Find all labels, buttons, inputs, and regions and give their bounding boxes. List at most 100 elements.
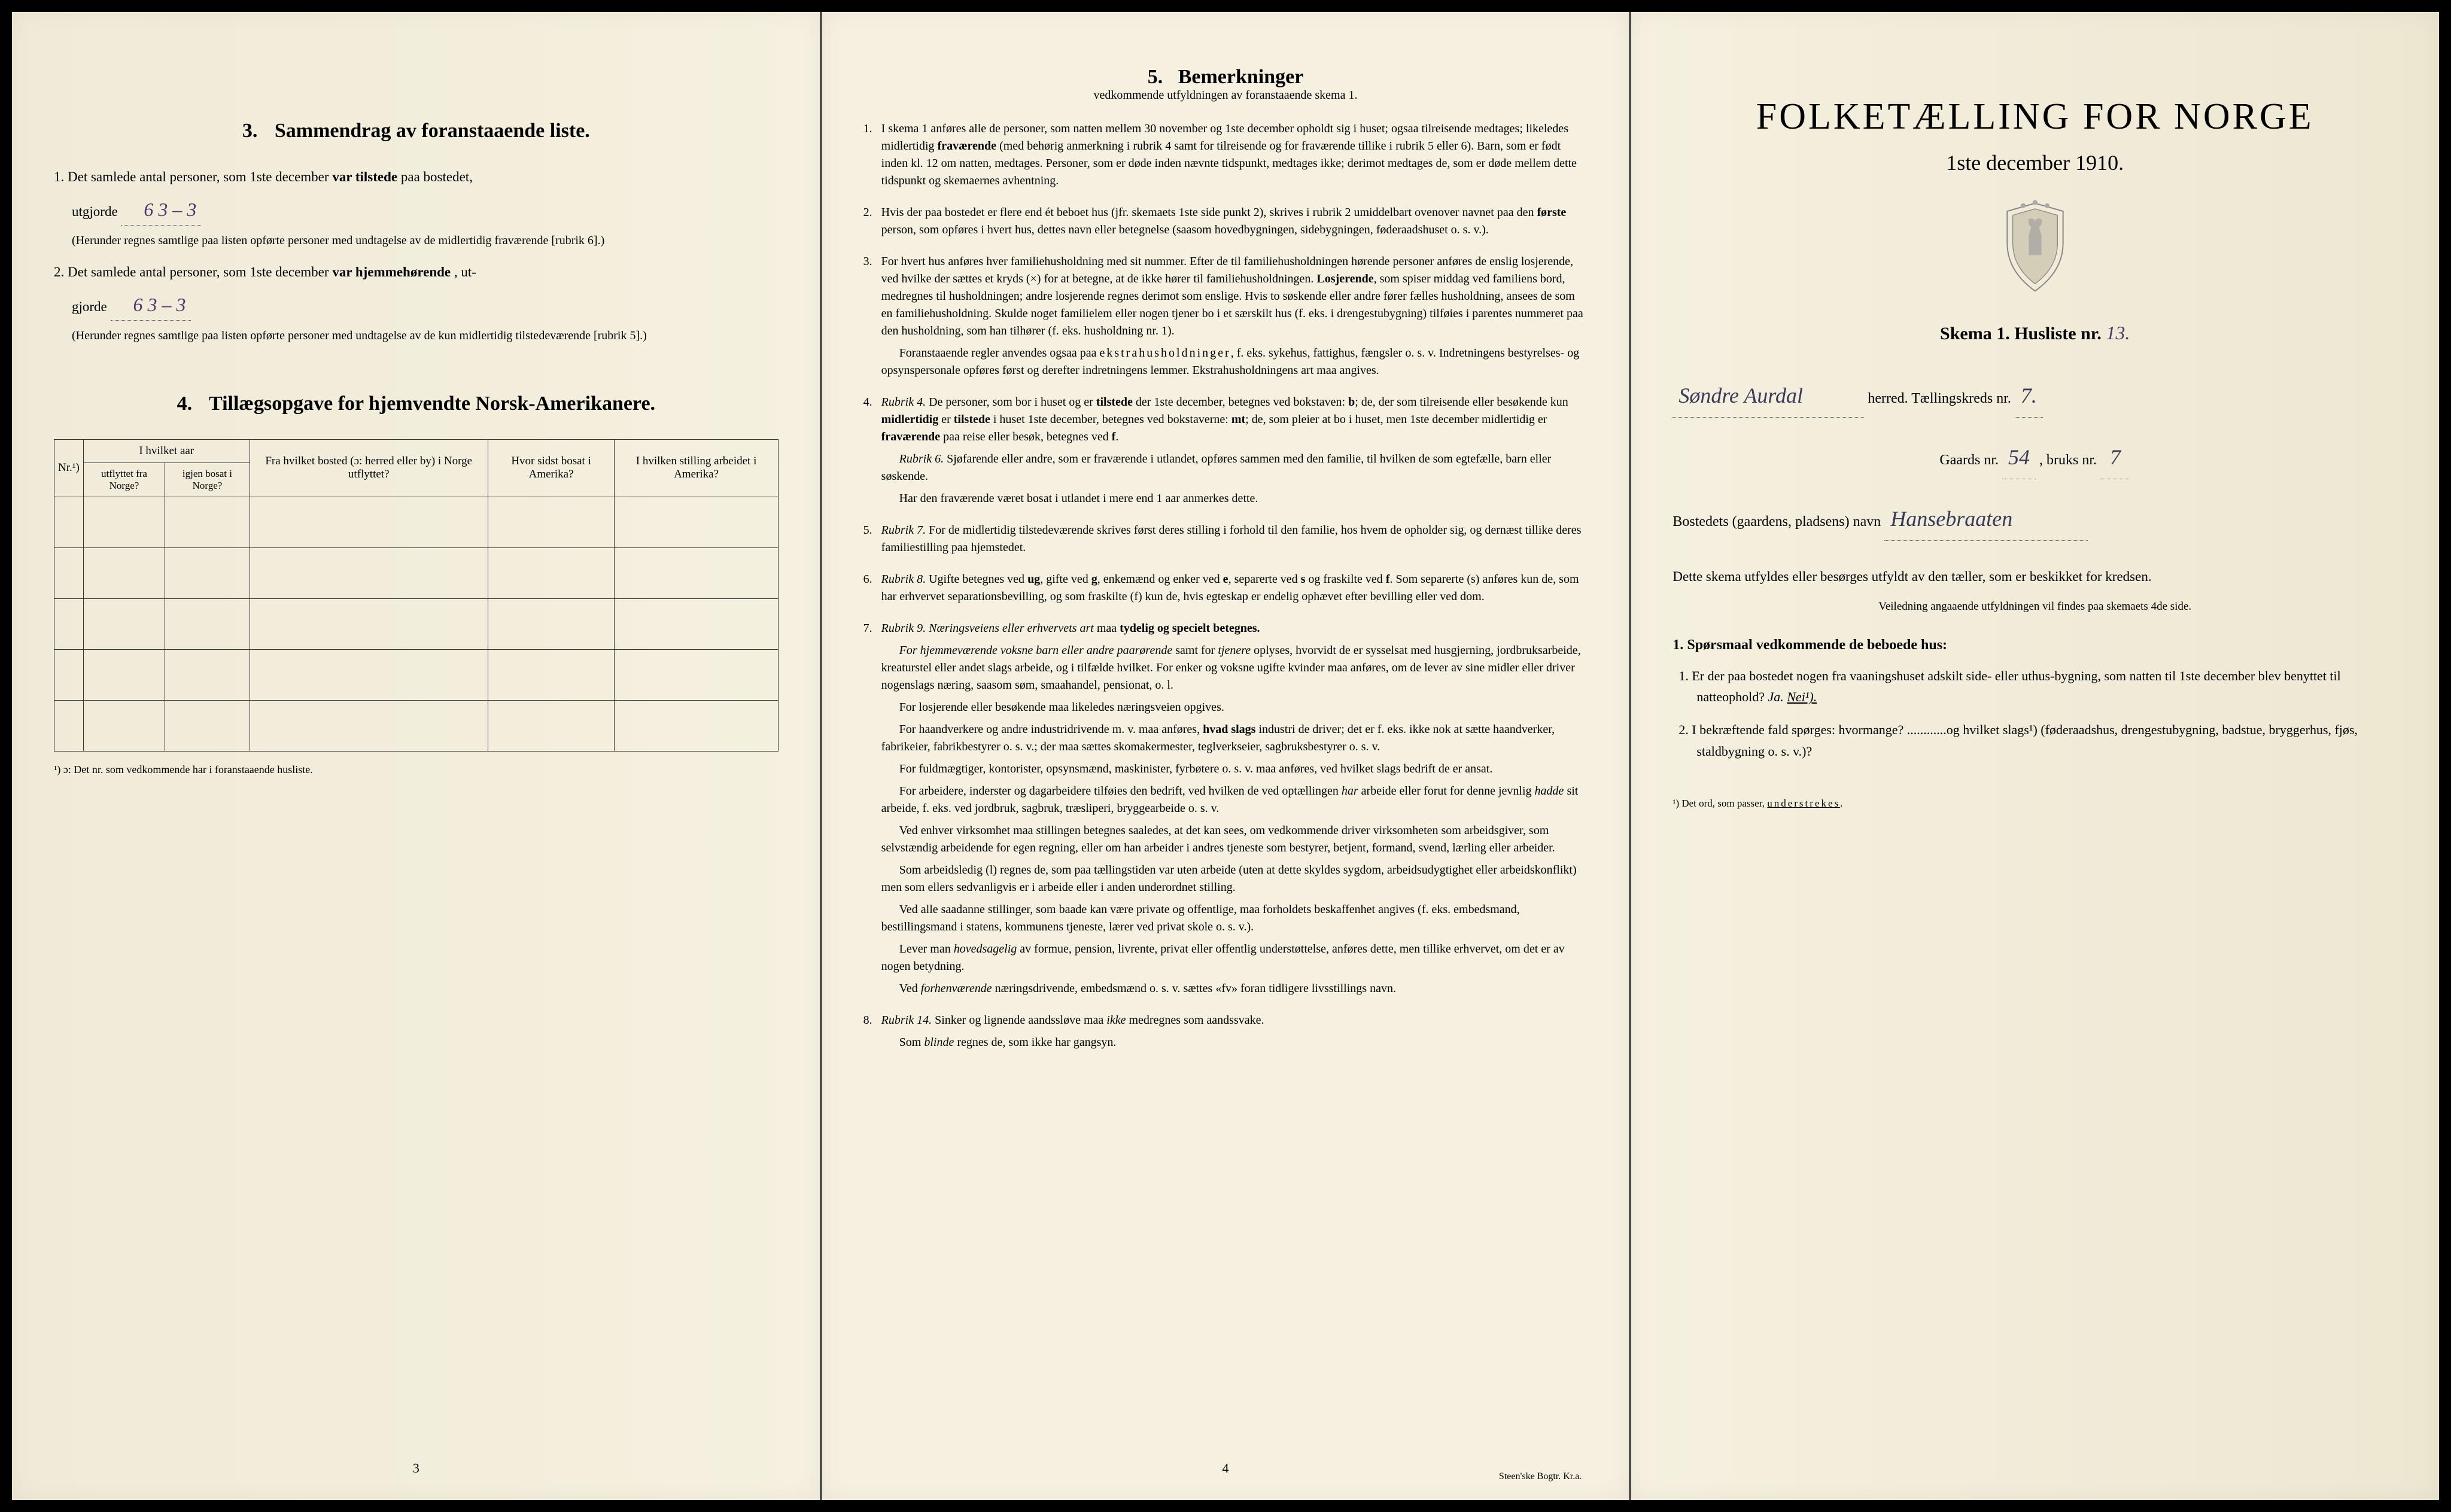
table-row: [54, 649, 779, 700]
section3-text: Sammendrag av foranstaaende liste.: [275, 120, 590, 142]
skema-line: Skema 1. Husliste nr. 13.: [1672, 322, 2397, 344]
rule-para: Rubrik 8. Ugifte betegnes ved ug, gifte …: [881, 571, 1588, 606]
rule-para: Rubrik 14. Sinker og lignende aandssløve…: [881, 1012, 1588, 1029]
rule-text: Hvis der paa bostedet er flere end ét be…: [881, 204, 1588, 244]
rule-para: Som arbeidsledig (l) regnes de, som paa …: [881, 862, 1588, 896]
rule-number: 5.: [863, 522, 881, 561]
table-row: [54, 700, 779, 751]
section3-num: 3.: [242, 120, 258, 142]
rule-para: Lever man hovedsagelig av formue, pensio…: [881, 941, 1588, 975]
rule-para: For fuldmægtiger, kontorister, opsynsmæn…: [881, 760, 1588, 778]
gaards-line: Gaards nr. 54 , bruks nr. 7: [1672, 436, 2397, 479]
rule-para: Rubrik 4. De personer, som bor i huset o…: [881, 394, 1588, 446]
rule-item: 6.Rubrik 8. Ugifte betegnes ved ug, gift…: [863, 571, 1588, 610]
explain-text: Dette skema utfyldes eller besørges utfy…: [1672, 565, 2397, 588]
questions-section: 1. Spørsmaal vedkommende de beboede hus:…: [1672, 637, 2397, 762]
rule-para: For haandverkere og andre industridriven…: [881, 721, 1588, 756]
page-number-3: 3: [413, 1461, 419, 1476]
rule-item: 8.Rubrik 14. Sinker og lignende aandsslø…: [863, 1012, 1588, 1056]
rule-item: 5.Rubrik 7. For de midlertidig tilstedev…: [863, 522, 1588, 561]
husliste-nr: 13.: [2106, 322, 2130, 343]
rule-number: 2.: [863, 204, 881, 244]
rule-para: For hvert hus anføres hver familiehushol…: [881, 253, 1588, 340]
rule-para: Rubrik 6. Sjøfarende eller andre, som er…: [881, 451, 1588, 485]
rule-item: 4.Rubrik 4. De personer, som bor i huset…: [863, 394, 1588, 512]
s3-item2-note: (Herunder regnes samtlige paa listen opf…: [54, 327, 779, 345]
herred-line: Søndre Aurdal herred. Tællingskreds nr. …: [1672, 374, 2397, 418]
rule-text: Rubrik 14. Sinker og lignende aandssløve…: [881, 1012, 1588, 1056]
table-row: [54, 547, 779, 598]
explain-small: Veiledning angaaende utfyldningen vil fi…: [1672, 600, 2397, 613]
page-center: 5. Bemerkninger vedkommende utfyldningen…: [822, 12, 1630, 1500]
answer-nei: Nei¹).: [1787, 689, 1817, 704]
rule-para: Har den fraværende været bosat i utlande…: [881, 490, 1588, 507]
section4-footnote: ¹) ɔ: Det nr. som vedkommende har i fora…: [54, 763, 779, 776]
section5-subtitle: vedkommende utfyldningen av foranstaaend…: [863, 89, 1588, 102]
section4-title: 4. Tillægsopgave for hjemvendte Norsk-Am…: [54, 393, 779, 415]
s3-item2-value: 6 3 – 3: [111, 290, 191, 321]
th-amerika: Hvor sidst bosat i Amerika?: [488, 439, 615, 497]
rule-number: 3.: [863, 253, 881, 384]
th-utflyttet: utflyttet fra Norge?: [83, 463, 165, 497]
rule-number: 8.: [863, 1012, 881, 1056]
rule-para: Ved enhver virksomhet maa stillingen bet…: [881, 822, 1588, 857]
rule-para: For arbeidere, inderster og dagarbeidere…: [881, 783, 1588, 817]
rule-para: Rubrik 9. Næringsveiens eller erhvervets…: [881, 620, 1588, 637]
rule-para: I skema 1 anføres alle de personer, som …: [881, 120, 1588, 190]
rule-number: 4.: [863, 394, 881, 512]
answer-ja: Ja.: [1768, 689, 1783, 704]
bruks-nr: 7: [2100, 436, 2130, 479]
rule-para: Ved alle saadanne stillinger, som baade …: [881, 901, 1588, 936]
rule-text: I skema 1 anføres alle de personer, som …: [881, 120, 1588, 194]
rule-number: 6.: [863, 571, 881, 610]
s3-item2-line1: 2. Det samlede antal personer, som 1ste …: [54, 261, 779, 284]
bosted-value: Hansebraaten: [1884, 497, 2088, 541]
printer-credit: Steen'ske Bogtr. Kr.a.: [1499, 1471, 1582, 1482]
question-1: 1. Er der paa bostedet nogen fra vaaning…: [1672, 665, 2397, 707]
section3-title: 3. Sammendrag av foranstaaende liste.: [54, 120, 779, 142]
s3-item1-line1: 1. Det samlede antal personer, som 1ste …: [54, 166, 779, 188]
page-number-4: 4: [1223, 1461, 1229, 1476]
rule-number: 1.: [863, 120, 881, 194]
kreds-nr: 7.: [2015, 374, 2043, 418]
s3-item2-line2: gjorde 6 3 – 3: [54, 290, 779, 321]
th-stilling: I hvilken stilling arbeidet i Amerika?: [615, 439, 778, 497]
rule-text: Rubrik 7. For de midlertidig tilstedevær…: [881, 522, 1588, 561]
rule-text: Rubrik 8. Ugifte betegnes ved ug, gifte …: [881, 571, 1588, 610]
gaards-nr: 54: [2002, 436, 2036, 479]
table-section4: Nr.¹) I hvilket aar Fra hvilket bosted (…: [54, 439, 779, 752]
s3-item1-value: 6 3 – 3: [121, 194, 201, 226]
rule-text: Rubrik 9. Næringsveiens eller erhvervets…: [881, 620, 1588, 1002]
main-title: FOLKETÆLLING FOR NORGE: [1672, 96, 2397, 138]
rule-para: Som blinde regnes de, som ikke har gangs…: [881, 1034, 1588, 1051]
p3-footnote: ¹) Det ord, som passer, understrekes.: [1672, 798, 2397, 810]
table-row: [54, 598, 779, 649]
rule-para: For hjemmeværende voksne barn eller andr…: [881, 642, 1588, 694]
rule-number: 7.: [863, 620, 881, 1002]
herred-value: Søndre Aurdal: [1672, 374, 1864, 418]
rule-para: Hvis der paa bostedet er flere end ét be…: [881, 204, 1588, 239]
rule-item: 1.I skema 1 anføres alle de personer, so…: [863, 120, 1588, 194]
table-row: [54, 497, 779, 547]
rules-list: 1.I skema 1 anføres alle de personer, so…: [863, 120, 1588, 1056]
rule-item: 7.Rubrik 9. Næringsveiens eller erhverve…: [863, 620, 1588, 1002]
th-aar: I hvilket aar: [83, 439, 250, 463]
rule-para: For losjerende eller besøkende maa likel…: [881, 699, 1588, 716]
s3-item1-note: (Herunder regnes samtlige paa listen opf…: [54, 232, 779, 250]
th-bosted: Fra hvilket bosted (ɔ: herred eller by) …: [250, 439, 488, 497]
rule-text: Rubrik 4. De personer, som bor i huset o…: [881, 394, 1588, 512]
question-2: 2. I bekræftende fald spørges: hvormange…: [1672, 719, 2397, 761]
rule-item: 2.Hvis der paa bostedet er flere end ét …: [863, 204, 1588, 244]
page-right: FOLKETÆLLING FOR NORGE 1ste december 191…: [1631, 12, 2439, 1500]
rule-para: Rubrik 7. For de midlertidig tilstedevær…: [881, 522, 1588, 556]
th-nr: Nr.¹): [54, 439, 84, 497]
section4-text: Tillægsopgave for hjemvendte Norsk-Ameri…: [209, 393, 655, 415]
date-line: 1ste december 1910.: [1672, 150, 2397, 175]
q-title: 1. Spørsmaal vedkommende de beboede hus:: [1672, 637, 2397, 653]
th-bosat: igjen bosat i Norge?: [165, 463, 250, 497]
coat-of-arms-icon: [1672, 199, 2397, 298]
s3-item1-line2: utgjorde 6 3 – 3: [54, 194, 779, 226]
rule-para: Foranstaaende regler anvendes ogsaa paa …: [881, 345, 1588, 379]
bosted-line: Bostedets (gaardens, pladsens) navn Hans…: [1672, 497, 2397, 541]
document-spread: 3. Sammendrag av foranstaaende liste. 1.…: [12, 12, 2439, 1500]
